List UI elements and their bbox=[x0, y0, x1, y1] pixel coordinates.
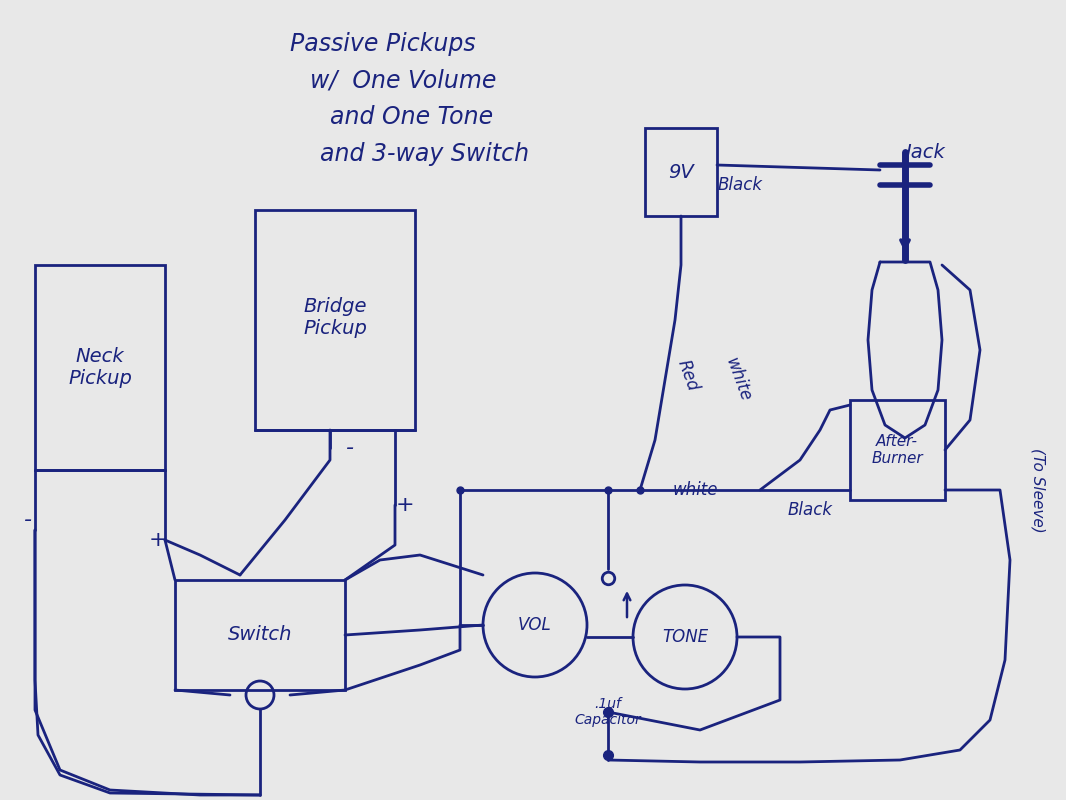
Text: +: + bbox=[395, 495, 415, 515]
Text: TONE: TONE bbox=[662, 628, 708, 646]
Text: and One Tone: and One Tone bbox=[330, 105, 494, 129]
Bar bbox=[255, 210, 415, 430]
Bar bbox=[175, 580, 345, 690]
Text: Bridge
Pickup: Bridge Pickup bbox=[303, 298, 367, 338]
Text: w/  One Volume: w/ One Volume bbox=[310, 68, 497, 92]
Text: white: white bbox=[673, 481, 717, 499]
Text: white: white bbox=[722, 355, 755, 405]
Text: VOL: VOL bbox=[518, 616, 552, 634]
Bar bbox=[645, 128, 717, 216]
Bar bbox=[850, 400, 944, 500]
Text: +: + bbox=[148, 530, 167, 550]
Text: Black: Black bbox=[788, 501, 833, 519]
Text: After-
Burner: After- Burner bbox=[871, 434, 923, 466]
Text: 9V: 9V bbox=[668, 162, 694, 182]
Text: Switch: Switch bbox=[228, 626, 292, 645]
Text: Red: Red bbox=[674, 357, 702, 394]
Text: and 3-way Switch: and 3-way Switch bbox=[320, 142, 529, 166]
Text: Neck
Pickup: Neck Pickup bbox=[68, 347, 132, 389]
Text: (To Sleeve): (To Sleeve) bbox=[1031, 448, 1046, 532]
Text: .1uf
Capacitor: .1uf Capacitor bbox=[575, 697, 642, 727]
Bar bbox=[35, 265, 165, 470]
Text: -: - bbox=[25, 510, 32, 530]
Text: Black: Black bbox=[717, 176, 762, 194]
Text: -: - bbox=[346, 438, 354, 458]
Text: Passive Pickups: Passive Pickups bbox=[290, 32, 475, 56]
Text: Jack: Jack bbox=[905, 142, 944, 162]
